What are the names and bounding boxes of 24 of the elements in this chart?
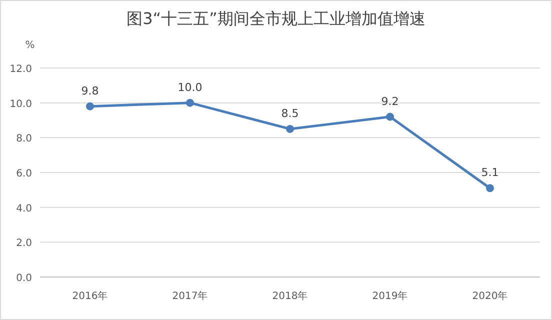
data-label: 10.0 bbox=[178, 80, 202, 94]
x-tick-label: 2020年 bbox=[472, 290, 508, 302]
x-tick-label: 2017年 bbox=[172, 290, 208, 302]
data-label: 9.2 bbox=[381, 94, 399, 108]
data-label: 9.8 bbox=[81, 84, 99, 98]
y-tick-label: 0.0 bbox=[16, 273, 32, 284]
y-tick-label: 12.0 bbox=[10, 64, 32, 75]
data-label: 5.1 bbox=[481, 166, 499, 180]
point bbox=[386, 112, 394, 121]
x-tick-label: 2016年 bbox=[72, 290, 108, 302]
x-tick-label: 2019年 bbox=[372, 290, 408, 302]
data-label: 8.5 bbox=[281, 106, 299, 120]
y-tick-label: 6.0 bbox=[16, 168, 32, 180]
x-tick-label: 2018年 bbox=[272, 290, 308, 302]
y-tick-label: 4.0 bbox=[16, 203, 32, 214]
y-tick-label: 8.0 bbox=[16, 134, 32, 145]
y-tick-label: 2.0 bbox=[16, 238, 32, 250]
point bbox=[186, 98, 194, 107]
y-tick-label: 10.0 bbox=[10, 98, 32, 110]
point bbox=[86, 102, 94, 110]
point bbox=[486, 184, 494, 192]
point bbox=[286, 124, 294, 133]
chart-title: 图3“十三五”期间全市规上工业增加值增速 bbox=[126, 9, 426, 28]
y-axis-title: % bbox=[25, 40, 35, 51]
